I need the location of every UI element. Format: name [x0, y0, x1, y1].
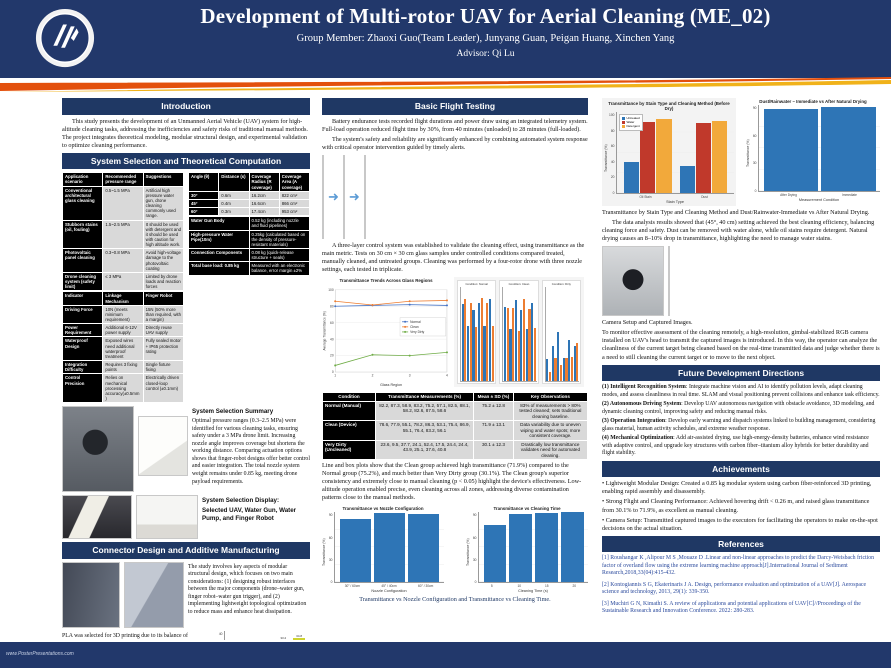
results-analysis-text: Line and box plots show that the Clean g…	[322, 462, 582, 502]
cleaning-time-chart: Transmittance vs Cleaning Time Transmitta…	[466, 505, 588, 593]
group-members: Group Member: Zhaoxi Guo(Team Leader), J…	[296, 33, 675, 44]
svg-text:4: 4	[446, 374, 448, 378]
photo-drone-cleaning	[342, 154, 345, 239]
svg-text:20: 20	[330, 354, 334, 358]
section-header-connector-design: Connector Design and Additive Manufactur…	[62, 542, 310, 559]
svg-text:80: 80	[330, 304, 334, 308]
tensile-strength-chart: UTS (MPa)4020024.927.131.333.234.8PLAAl₂…	[212, 630, 310, 640]
svg-text:Glass Region: Glass Region	[380, 383, 402, 387]
system-selection-display-title: System Selection Display:	[202, 497, 280, 505]
system-selection-title: System Selection and Theoretical Computa…	[90, 155, 282, 166]
footer-url: www.PosterPresentations.com	[6, 651, 74, 657]
photo-water-gun	[62, 495, 132, 540]
svg-text:1: 1	[334, 374, 336, 378]
photo-uav-indoor	[602, 246, 664, 317]
svg-text:Average Transmittance (%): Average Transmittance (%)	[323, 311, 327, 350]
right-charts-caption: Transmittance by Stain Type and Cleaning…	[602, 209, 870, 216]
future-development-title: Future Development Directions	[677, 367, 805, 378]
transmittance-trends-chart: Transmittance Trends Across Glass Region…	[322, 278, 448, 387]
section-header-future-development: Future Development Directions	[602, 364, 880, 382]
right-column: Transmittance by Stain Type and Cleaning…	[602, 95, 880, 640]
actuator-comparison-table: Indicator Linkage Mechanism Finger Robot Dr…	[62, 291, 185, 404]
svg-text:Very Dirty: Very Dirty	[410, 330, 424, 334]
introduction-text: This study presents the development of a…	[62, 117, 308, 149]
advisor: Advisor: Qi Lu	[456, 49, 515, 59]
stain-chart-panel: Transmittance by Stain Type and Cleaning…	[602, 98, 736, 206]
cad-mounting-plate	[62, 561, 120, 628]
references-title: References	[718, 538, 764, 549]
university-logo	[34, 7, 96, 69]
svg-text:3: 3	[409, 374, 411, 378]
svg-text:2: 2	[372, 374, 374, 378]
cleaning-process-photos: ➜ ➜	[322, 154, 588, 239]
svg-text:0: 0	[332, 370, 334, 374]
connector-design-text: The study involves key aspects of modula…	[188, 563, 307, 615]
middle-charts-caption: Transmittance vs Nozzle Configuration an…	[359, 596, 551, 604]
nozzle-coverage-table: Angle (θ) Distance (s) Coverage Radius (R …	[187, 172, 310, 217]
control-system-text: A three-layer control system was establi…	[322, 241, 585, 273]
left-column: Introduction This study presents the dev…	[62, 95, 310, 640]
photo-water-pump	[138, 416, 188, 477]
camera-setup-text: To monitor effective assessment of the c…	[602, 329, 880, 361]
zone-measurements-chart: Condition: Normal Condition: Clean Conditi…	[454, 277, 584, 387]
photo-camera-view	[668, 246, 670, 317]
photo-uav-drone	[62, 406, 134, 493]
stain-type-chart: Transmittance by Stain Type and Cleaning…	[604, 100, 734, 204]
poster-footer: www.PosterPresentations.com	[0, 642, 891, 668]
transmittance-results-table: Condition Transmittance Measurements (%) M…	[322, 392, 588, 460]
section-header-achievements: Achievements	[602, 460, 880, 478]
section-header-system-selection: System Selection and Theoretical Computa…	[62, 152, 310, 170]
flight-testing-p1: Battery endurance tests recorded flight …	[322, 117, 588, 133]
photo-dirty-glass	[322, 154, 324, 239]
system-selection-summary-text: Optimal pressure ranges (0.3–2.5 MPa) we…	[192, 418, 310, 485]
photo-water-tank	[136, 495, 198, 540]
pla-material-text: PLA was selected for 3D printing due to …	[62, 632, 188, 639]
introduction-title: Introduction	[161, 101, 211, 111]
payload-weight-table: Water Gun Body 0.52 kg (including nozzle …	[188, 216, 310, 276]
achievements-title: Achievements	[712, 463, 770, 474]
references-list: [1] Roushangar K ,Alipour M S ,Mouaze D …	[602, 555, 875, 615]
achievements-list: • Lightweight Modular Design: Created a …	[602, 480, 878, 532]
cad-connector-bracket	[124, 561, 184, 628]
arrow-right-icon: ➜	[348, 189, 360, 205]
camera-caption: Camera Setup and Captured Images.	[602, 319, 693, 327]
header-wave-decoration	[0, 76, 891, 92]
drying-comparison-chart: Dust/Rainwater – Immediate vs After Natu…	[746, 98, 880, 202]
flight-testing-p2: The system's safety and reliability are …	[322, 135, 588, 151]
svg-text:Normal: Normal	[410, 320, 421, 324]
section-header-introduction: Introduction	[62, 98, 310, 115]
connector-design-title: Connector Design and Additive Manufactur…	[92, 545, 280, 556]
pressure-recommendation-table: Application scenario Recommended pressure…	[62, 172, 185, 292]
section-header-flight-testing: Basic Flight Testing	[322, 98, 588, 115]
poster-header: Development of Multi-rotor UAV for Aeria…	[0, 0, 891, 78]
svg-text:40: 40	[330, 337, 334, 341]
system-selection-display-text: Selected UAV, Water Gun, Water Pump, and…	[202, 507, 297, 523]
arrow-right-icon: ➜	[328, 189, 339, 205]
future-items-list: (1) Intelligent Recognition System: Inte…	[602, 384, 880, 457]
middle-column: Basic Flight Testing Battery endurance t…	[322, 95, 588, 640]
photo-clean-glass	[363, 154, 366, 239]
nozzle-configuration-chart: Transmittance vs Nozzle Configuration Tra…	[322, 505, 444, 593]
flight-testing-title: Basic Flight Testing	[414, 101, 496, 111]
svg-text:60: 60	[330, 321, 334, 325]
section-header-references: References	[602, 535, 880, 553]
svg-text:Clean: Clean	[410, 325, 419, 329]
system-selection-summary-title: System Selection Summary	[192, 408, 274, 416]
poster-title: Development of Multi-rotor UAV for Aeria…	[200, 4, 771, 28]
svg-text:100: 100	[328, 288, 334, 292]
data-analysis-text: The data analysis results showed that (4…	[602, 219, 875, 243]
